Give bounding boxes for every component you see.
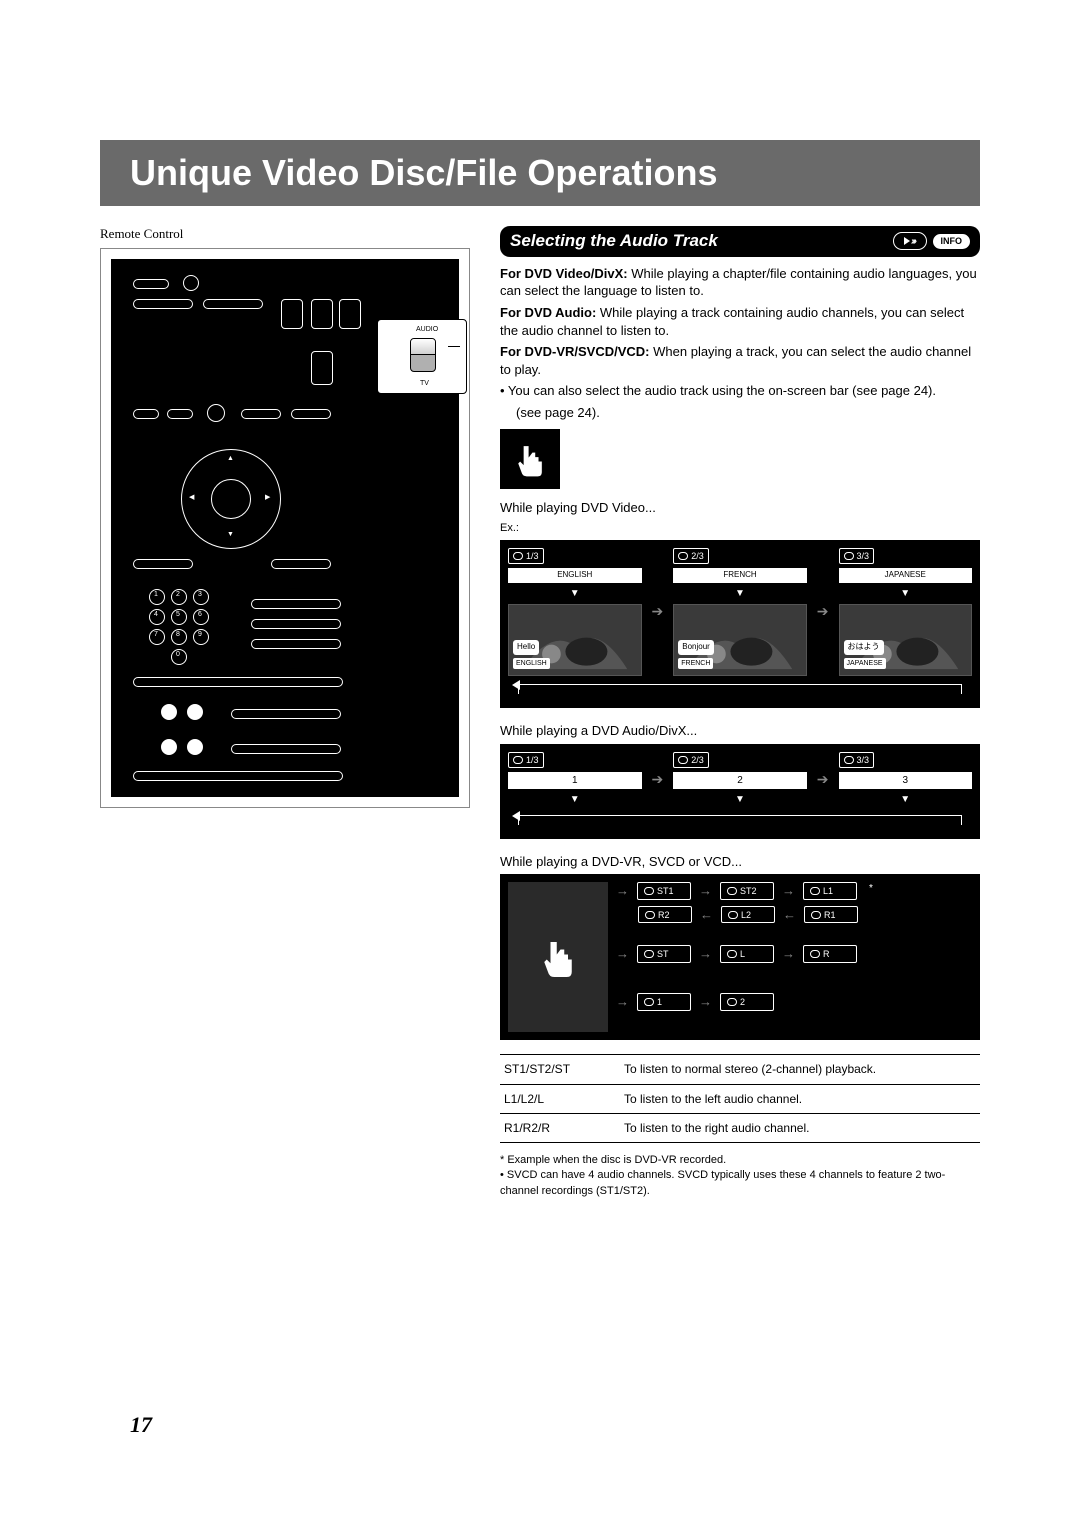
footnotes: * Example when the disc is DVD-VR record… [500,1153,980,1199]
sound-icon: ››› [893,232,927,250]
dvd-video-line: For DVD Video/DivX: While playing a chap… [500,265,980,300]
audio-button-callout: AUDIO TV [377,319,467,394]
section-header: Selecting the Audio Track ››› INFO [500,226,980,257]
number-example-panel: 1/3 1 ▼ ➔ 2/3 2 ▼ ➔ 3/3 3 ▼ [500,744,980,839]
dvd-audio-line: For DVD Audio: While playing a track con… [500,304,980,339]
audio-label: AUDIO [416,326,438,333]
table-row: ST1/ST2/STTo listen to normal stereo (2-… [500,1055,980,1084]
press-hand-icon [500,429,560,489]
scene-thumb: ENGLISH Hello [508,604,642,676]
bullet-note: • You can also select the audio track us… [500,382,980,400]
while-dvd-video: While playing DVD Video... [500,499,980,517]
info-badge: INFO [933,234,971,248]
page-number: 17 [130,1412,152,1438]
remote-column: Remote Control AUDIO [100,226,470,1199]
track-indicator: 1/3 [508,548,544,564]
press-hand-icon-small [508,882,608,1032]
speech-bubble: Hello [513,640,539,655]
table-row: R1/R2/RTo listen to the right audio chan… [500,1113,980,1142]
lang-label: ENGLISH [508,568,642,583]
definitions-table: ST1/ST2/STTo listen to normal stereo (2-… [500,1054,980,1143]
dvd-vr-line: For DVD-VR/SVCD/VCD: When playing a trac… [500,343,980,378]
see-page: (see page 24). [500,404,980,422]
while-dvd-audio: While playing a DVD Audio/DivX... [500,722,980,740]
remote-illustration: AUDIO TV ▲ [100,248,470,808]
remote-label: Remote Control [100,226,470,242]
channel-grid-panel: → ST1 → ST2 → L1 * R2 ← L2 [500,874,980,1040]
while-dvd-vr: While playing a DVD-VR, SVCD or VCD... [500,853,980,871]
language-example-panel: 1/3 ENGLISH ▼ ENGLISH Hello ➔ 2/3 FRENCH [500,540,980,708]
section-header-text: Selecting the Audio Track [510,230,718,253]
tv-label: TV [420,380,429,387]
page-title: Unique Video Disc/File Operations [100,140,980,206]
example-label: Ex.: [500,521,980,536]
table-row: L1/L2/LTo listen to the left audio chann… [500,1084,980,1113]
